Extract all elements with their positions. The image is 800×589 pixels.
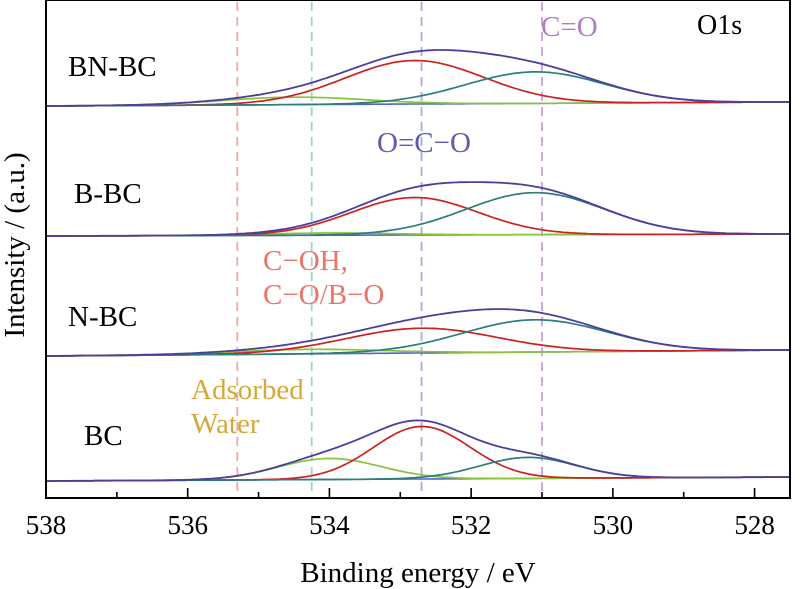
x-tick-label: 528: [734, 510, 775, 540]
sample-b-bc: [46, 181, 790, 237]
sample-label: B-BC: [74, 178, 142, 210]
spectra-curves: [46, 49, 791, 482]
sample-bc: [46, 419, 790, 482]
annotation-label: O=C−O: [377, 127, 471, 159]
x-tick-label: 536: [167, 510, 208, 540]
x-tick-label: 538: [26, 510, 67, 540]
y-axis-label: Intensity / (a.u.): [0, 152, 31, 337]
envelope-curve: [46, 308, 791, 357]
envelope-curve: [46, 419, 790, 482]
annotation-label: Water: [191, 408, 260, 440]
sample-label: BC: [84, 420, 123, 452]
peak-c_oh: [46, 425, 790, 482]
x-tick-label: 530: [593, 510, 634, 540]
plot-frame: [45, 0, 791, 499]
annotation-label: C−OH,: [263, 245, 348, 277]
peak-oco: [46, 71, 790, 107]
sample-label: N-BC: [68, 301, 137, 333]
x-tick-label: 532: [451, 510, 492, 540]
sample-labels: BN-BC B-BC N-BC BC: [68, 51, 157, 452]
envelope-curve: [46, 49, 790, 107]
x-axis-label: Binding energy / eV: [300, 557, 536, 589]
x-axis-ticks: [45, 488, 756, 498]
envelope-curve: [46, 181, 790, 237]
annotation-label: C=O: [541, 11, 598, 43]
x-axis-tick-labels: 538 536 534 532 530 528: [26, 510, 775, 540]
sample-label: BN-BC: [68, 51, 157, 83]
annotation-label: C−O/B−O: [263, 279, 384, 311]
chart-title: O1s: [697, 10, 742, 41]
reference-lines: [236, 2, 543, 496]
annotation-label: Adsorbed: [191, 374, 304, 406]
sample-n-bc: [46, 308, 791, 357]
sample-bn-bc: [46, 49, 790, 107]
x-tick-label: 534: [309, 510, 350, 540]
